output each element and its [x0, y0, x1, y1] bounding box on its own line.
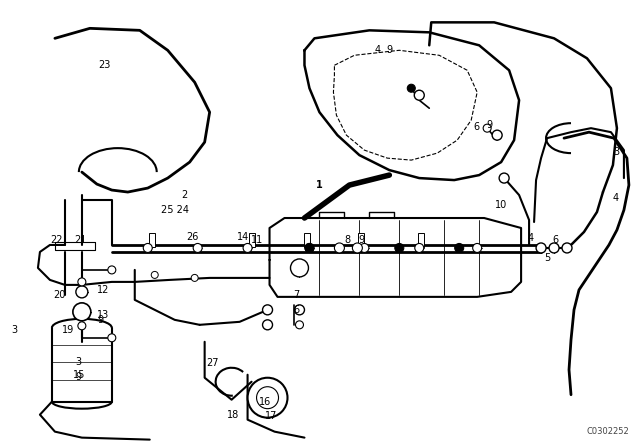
Circle shape: [415, 243, 424, 253]
Text: 3: 3: [11, 325, 17, 335]
Bar: [419, 233, 424, 247]
Text: 7: 7: [293, 290, 300, 300]
Text: 25 24: 25 24: [161, 205, 189, 215]
Circle shape: [73, 303, 91, 321]
Circle shape: [262, 320, 273, 330]
Circle shape: [248, 378, 287, 418]
Circle shape: [243, 243, 252, 253]
Text: 4: 4: [528, 233, 534, 243]
Circle shape: [108, 334, 116, 342]
Circle shape: [296, 321, 303, 329]
Circle shape: [305, 243, 314, 253]
Circle shape: [562, 243, 572, 253]
Circle shape: [78, 322, 86, 330]
Text: 2: 2: [182, 190, 188, 200]
Circle shape: [151, 271, 158, 278]
Circle shape: [360, 243, 369, 253]
Text: 12: 12: [97, 285, 109, 295]
Text: 21: 21: [75, 235, 87, 245]
Text: 8: 8: [344, 235, 351, 245]
Circle shape: [454, 243, 464, 253]
Bar: [148, 233, 155, 247]
Text: 1: 1: [316, 180, 323, 190]
Text: 10: 10: [495, 200, 508, 210]
Circle shape: [294, 305, 305, 315]
Circle shape: [407, 84, 415, 92]
Circle shape: [473, 243, 482, 253]
Text: 5: 5: [544, 253, 550, 263]
Text: 4: 4: [613, 193, 619, 203]
Text: 26: 26: [186, 232, 199, 242]
Text: 9: 9: [358, 235, 364, 245]
Text: 9: 9: [387, 45, 392, 55]
Circle shape: [291, 259, 308, 277]
Circle shape: [353, 243, 362, 253]
Text: 9: 9: [98, 315, 104, 325]
Text: 3: 3: [613, 147, 619, 157]
Text: 4: 4: [374, 45, 380, 55]
Text: 16: 16: [259, 396, 271, 407]
Text: 9: 9: [76, 372, 82, 382]
Circle shape: [78, 278, 86, 286]
Circle shape: [262, 305, 273, 315]
Text: 14: 14: [237, 232, 250, 242]
Circle shape: [257, 387, 278, 409]
Text: 23: 23: [99, 60, 111, 70]
Text: 19: 19: [61, 325, 74, 335]
Text: 20: 20: [54, 290, 66, 300]
Bar: [248, 233, 255, 247]
Circle shape: [499, 173, 509, 183]
Circle shape: [108, 266, 116, 274]
Circle shape: [305, 243, 314, 253]
Circle shape: [536, 243, 546, 253]
Text: 11: 11: [252, 235, 264, 245]
Circle shape: [143, 243, 152, 253]
Text: 27: 27: [206, 358, 219, 368]
Circle shape: [549, 243, 559, 253]
Text: C0302252: C0302252: [587, 427, 630, 436]
Text: 13: 13: [97, 310, 109, 320]
Circle shape: [395, 243, 404, 253]
Circle shape: [76, 286, 88, 298]
Circle shape: [193, 243, 202, 253]
Text: 6: 6: [552, 235, 558, 245]
Text: 6: 6: [293, 305, 300, 315]
Bar: [305, 233, 310, 247]
Circle shape: [191, 275, 198, 281]
Text: 9: 9: [486, 120, 492, 130]
Circle shape: [335, 243, 344, 253]
Text: 6: 6: [473, 122, 479, 132]
Circle shape: [492, 130, 502, 140]
Circle shape: [483, 124, 491, 132]
Circle shape: [414, 90, 424, 100]
Text: 17: 17: [266, 411, 278, 421]
Text: 3: 3: [76, 357, 82, 367]
Text: 15: 15: [73, 370, 85, 380]
Text: 22: 22: [51, 235, 63, 245]
Bar: [358, 233, 364, 247]
Text: 18: 18: [227, 409, 239, 420]
